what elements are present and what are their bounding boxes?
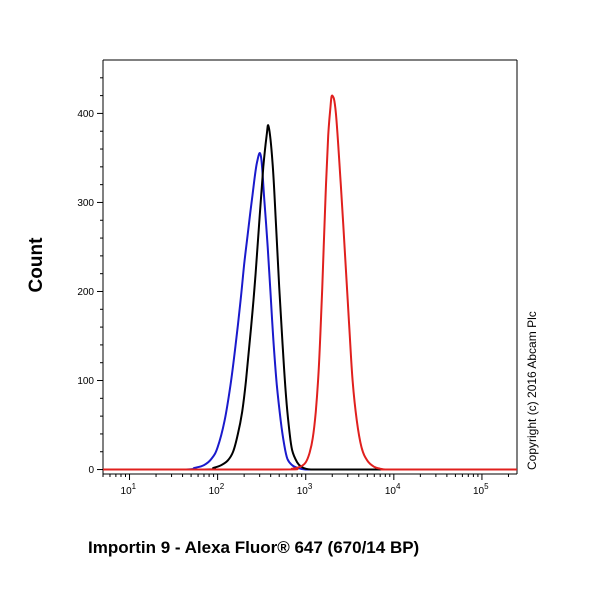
series-line-3 [103,94,517,471]
series-line-2 [103,124,517,471]
x-tick-label: 101 [121,482,137,497]
y-tick-label: 100 [77,376,94,387]
x-tick-label: 102 [209,482,225,497]
y-tick-label: 0 [88,465,94,476]
x-ticks: 101 102 103 104 105 [121,474,489,497]
x-minor-ticks [102,474,509,477]
series-layer [103,94,517,471]
y-tick-label: 400 [77,109,94,120]
y-ticks: 0 100 200 300 400 [77,109,103,476]
y-tick-label: 300 [77,198,94,209]
x-axis-title: Importin 9 - Alexa Fluor® 647 (670/14 BP… [88,538,419,557]
y-minor-ticks [100,77,103,453]
x-tick-label: 103 [297,482,313,497]
y-axis-title: Count [26,237,47,293]
x-tick-label: 105 [473,482,489,497]
copyright-text: Copyright (c) 2016 Abcam Plc [525,311,539,470]
x-tick-label: 104 [385,482,401,497]
y-tick-label: 200 [77,287,94,298]
series-line-1 [103,152,517,471]
plot-area: 0 100 200 300 400 101 102 103 104 105 [77,59,518,497]
